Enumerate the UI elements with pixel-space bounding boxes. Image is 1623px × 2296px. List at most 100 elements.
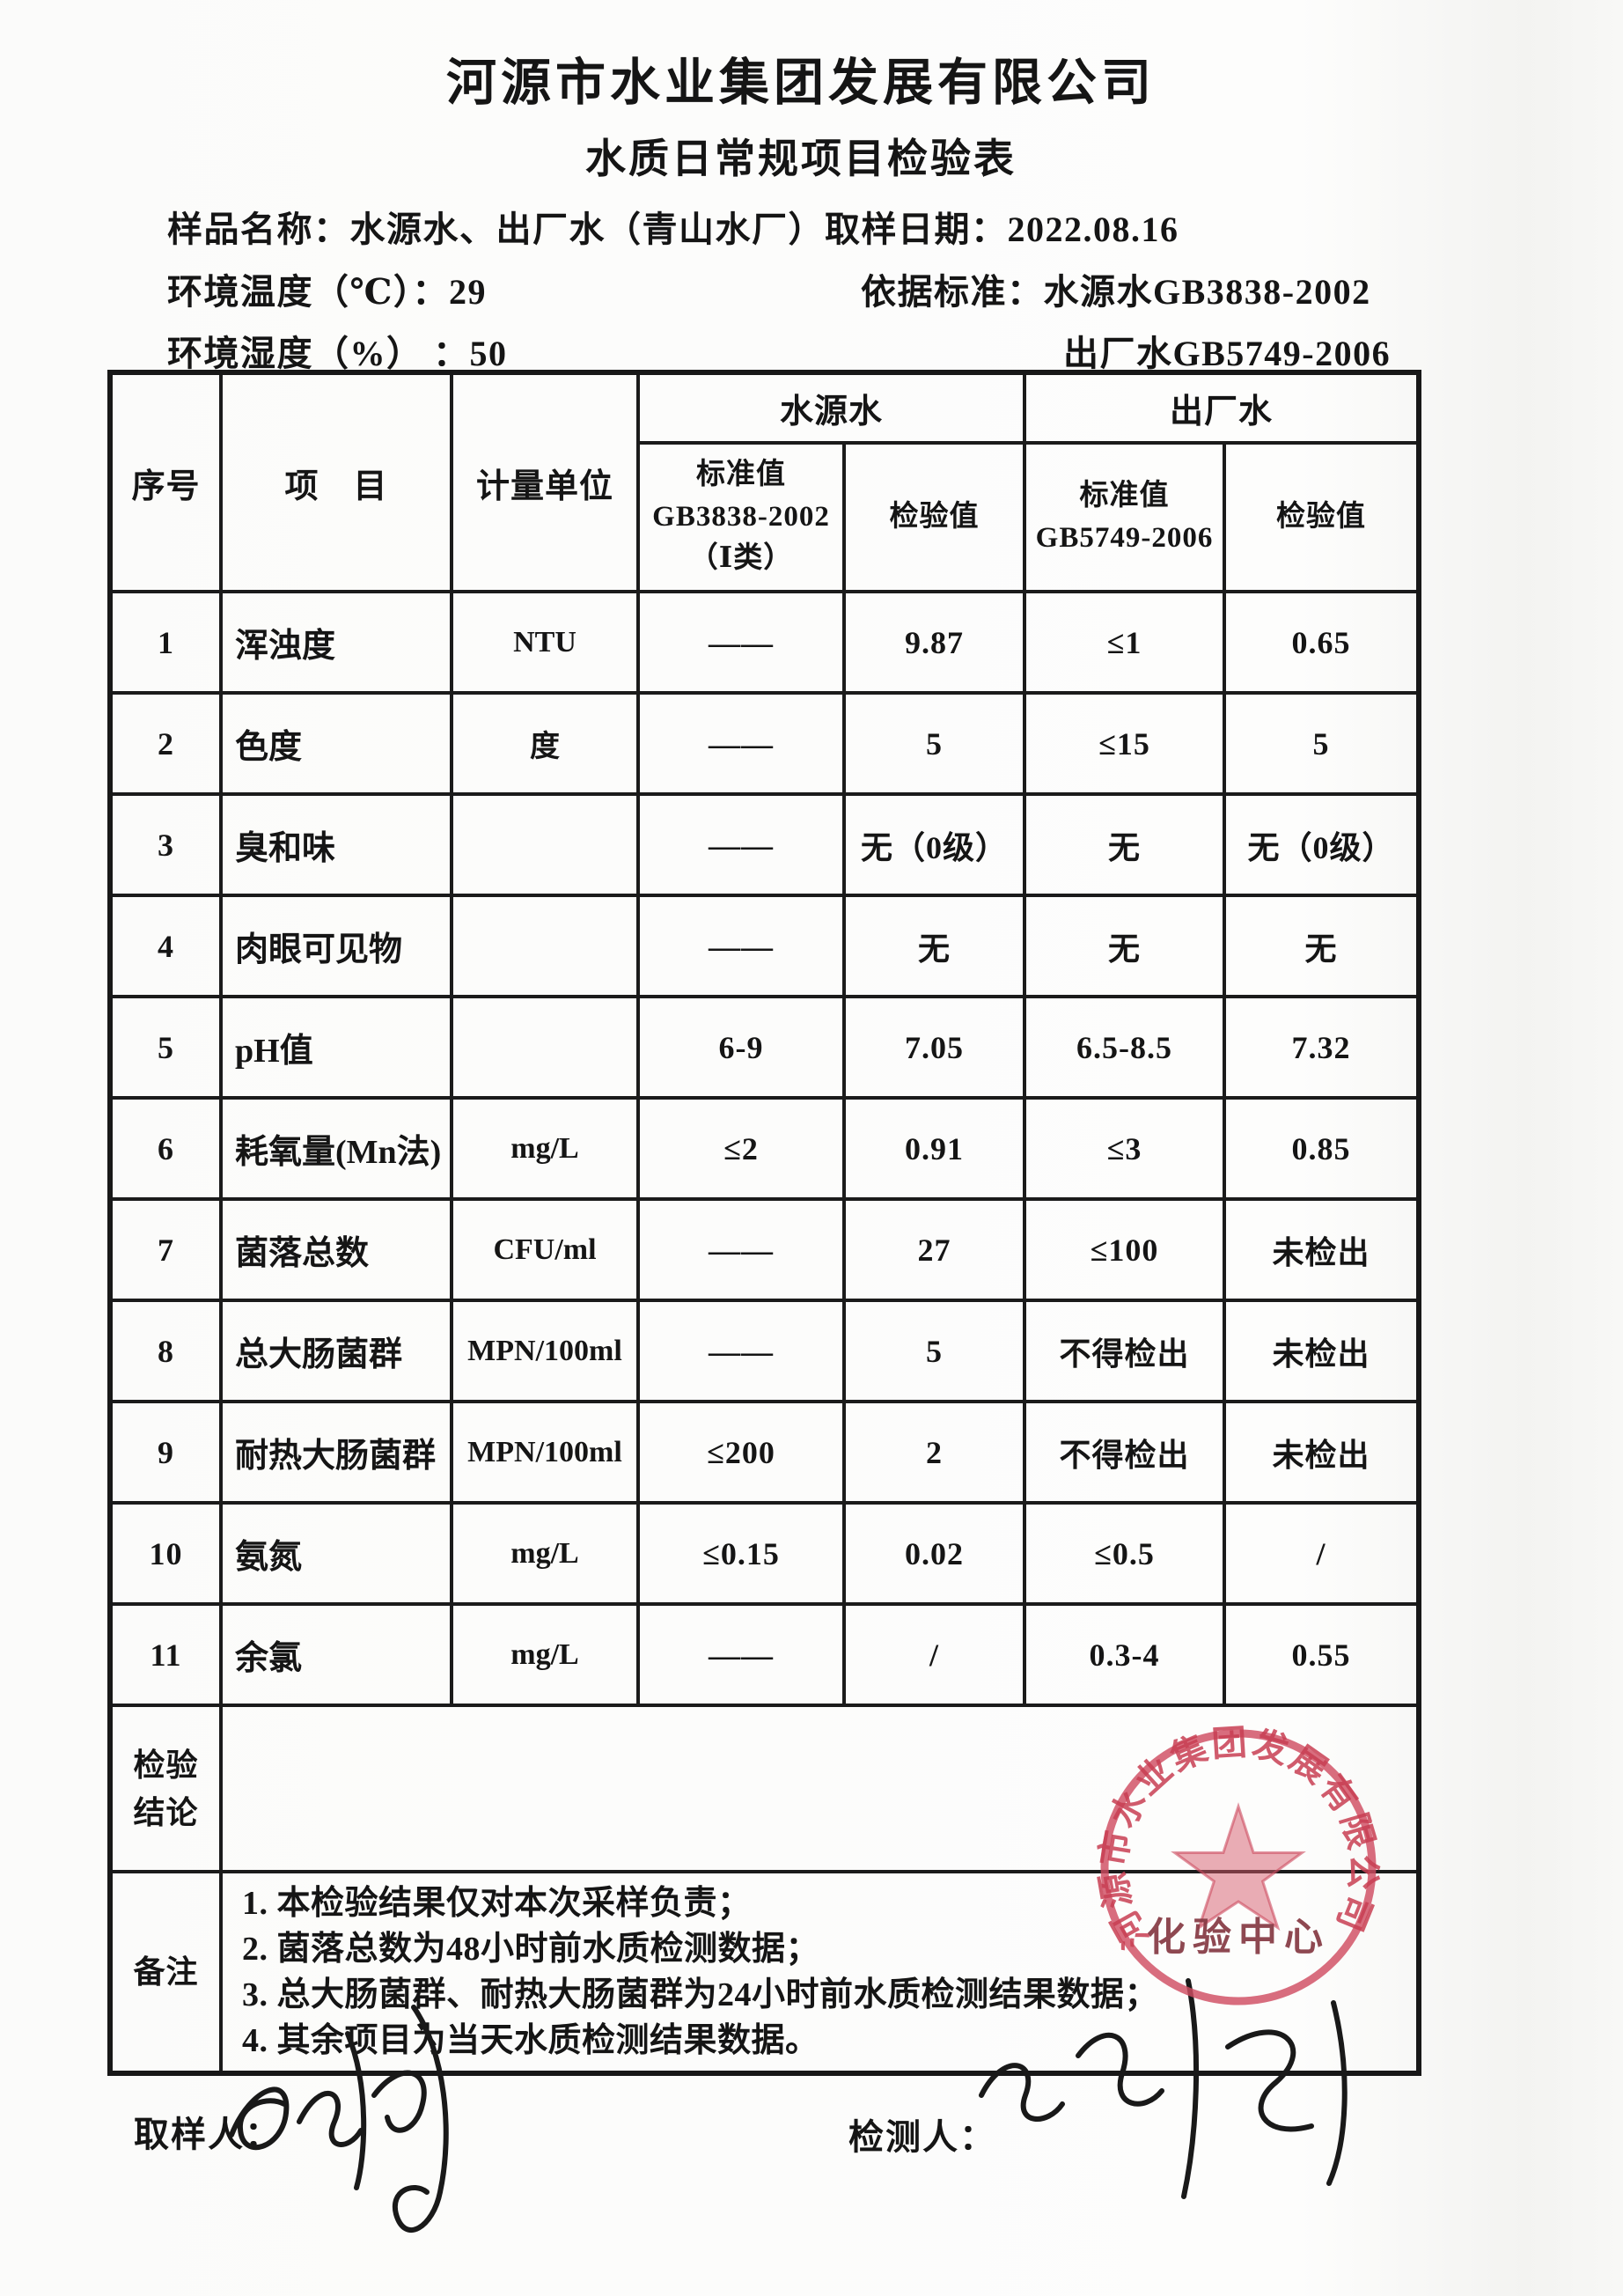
- standard-source-value: 水源水GB3838-2002: [1043, 272, 1371, 312]
- remark-line: 2. 菌落总数为48小时前水质检测数据；: [242, 1931, 820, 1968]
- table-cell: ≤0.5: [1023, 1501, 1227, 1606]
- table-cell: 2: [108, 691, 223, 796]
- table-cell: 27: [841, 1197, 1027, 1302]
- table-cell: 未检出: [1223, 1400, 1421, 1505]
- tester-signature: [964, 1950, 1377, 2214]
- table-cell: 无: [1023, 894, 1227, 998]
- table-cell: 8: [108, 1299, 223, 1403]
- standard-line-finished: 出厂水GB5749-2006: [1063, 325, 1391, 376]
- table-cell: mg/L: [450, 1602, 640, 1707]
- table-cell: 耐热大肠菌群: [219, 1400, 453, 1505]
- env-humidity-line: 环境湿度（%） ：50: [167, 325, 508, 376]
- table-cell: 臭和味: [219, 792, 453, 897]
- table-cell: ——: [636, 1299, 846, 1403]
- table-cell: mg/L: [450, 1501, 640, 1606]
- table-cell: MPN/100ml: [450, 1400, 640, 1505]
- table-cell: 不得检出: [1023, 1400, 1227, 1505]
- table-cell: 3: [108, 792, 223, 897]
- remark-line: 1. 本检验结果仅对本次采样负责；: [242, 1885, 752, 1922]
- table-cell: 11: [108, 1602, 223, 1707]
- header-source-water: 水源水: [635, 371, 1027, 445]
- remark-line: 3. 总大肠菌群、耐热大肠菌群为24小时前水质检测结果数据；: [242, 1976, 1159, 2013]
- table-row: 3 臭和味 —— 无（0级）无无（0级）: [108, 792, 1421, 897]
- header-source-standard: 标准值 GB3838-2002 （Ⅰ类）: [636, 441, 846, 593]
- table-row: 1 浑浊度 NTU —— 9.87 ≤1 0.65: [108, 590, 1421, 695]
- header-finished-value: 检验值: [1223, 441, 1421, 593]
- env-humidity-label: 环境湿度（%） ：: [167, 334, 470, 373]
- seal-star-icon: [1171, 1802, 1306, 1932]
- table-cell: ≤100: [1023, 1197, 1227, 1302]
- table-row: 7 菌落总数 CFU/ml —— 27 ≤100 未检出: [108, 1197, 1421, 1302]
- sampling-date-value: 2022.08.16: [1007, 210, 1179, 249]
- table-cell: 6: [108, 1096, 223, 1201]
- table-cell: ——: [636, 1197, 846, 1302]
- table-cell: 6-9: [636, 995, 846, 1100]
- table-cell: MPN/100ml: [450, 1299, 640, 1403]
- table-cell: 肉眼可见物: [219, 894, 453, 998]
- table-row: 9 耐热大肠菌群 MPN/100ml ≤200 2 不得检出 未检出: [108, 1400, 1421, 1505]
- table-cell: 耗氧量(Mn法): [219, 1096, 453, 1201]
- tester-label: 检测人：: [848, 2117, 996, 2157]
- seal-center-text: 化验中心: [1147, 1916, 1330, 1959]
- table-cell: ≤0.15: [636, 1501, 846, 1606]
- table-cell: 色度: [219, 691, 453, 796]
- table-cell: 0.85: [1223, 1096, 1421, 1201]
- table-cell: ——: [636, 691, 846, 796]
- table-cell: 未检出: [1223, 1299, 1421, 1403]
- table-cell: ≤15: [1023, 691, 1227, 796]
- table-cell: 无: [1023, 792, 1227, 897]
- table-cell: ≤200: [636, 1400, 846, 1505]
- table-cell: ——: [636, 590, 846, 695]
- standard-label: 依据标准：: [861, 272, 1044, 312]
- table-header: 序号 项 目 计量单位 水源水 出厂水 标准值 GB3838-2002 （Ⅰ类）…: [108, 371, 1421, 593]
- header-item: 项 目: [219, 371, 453, 593]
- header-source-value: 检验值: [841, 441, 1027, 593]
- standard-line-source: 依据标准：水源水GB3838-2002: [861, 263, 1371, 314]
- table-cell: [450, 792, 640, 897]
- table-cell: 9.87: [841, 590, 1027, 695]
- table-row: 5 pH值 6-9 7.05 6.5-8.5 7.32: [108, 995, 1421, 1100]
- table-cell: 7: [108, 1197, 223, 1302]
- table-cell: CFU/ml: [450, 1197, 640, 1302]
- table-cell: 5: [841, 1299, 1027, 1403]
- table-cell: ≤3: [1023, 1096, 1227, 1201]
- table-row: 8 总大肠菌群 MPN/100ml —— 5 不得检出 未检出: [108, 1299, 1421, 1403]
- table-cell: /: [841, 1602, 1027, 1707]
- sampling-date-label: 取样日期：: [825, 210, 1008, 249]
- table-cell: 4: [108, 894, 223, 998]
- header-no: 序号: [108, 371, 223, 593]
- table-cell: 7.05: [841, 995, 1027, 1100]
- table-cell: 5: [108, 995, 223, 1100]
- table-cell: ——: [636, 1602, 846, 1707]
- table-cell: 浑浊度: [219, 590, 453, 695]
- table-cell: 0.91: [841, 1096, 1027, 1201]
- table-cell: 5: [841, 691, 1027, 796]
- header-finished-water: 出厂水: [1023, 371, 1421, 445]
- sample-name-line: 样品名称：水源水、出厂水（青山水厂）取样日期：2022.08.16: [167, 201, 1179, 252]
- table-row: 4 肉眼可见物 —— 无无无: [108, 894, 1421, 998]
- table-row: 2 色度度 —— 5 ≤15 5: [108, 691, 1421, 796]
- table-cell: 菌落总数: [219, 1197, 453, 1302]
- table-cell: 未检出: [1223, 1197, 1421, 1302]
- table-cell: 余氯: [219, 1602, 453, 1707]
- table-cell: mg/L: [450, 1096, 640, 1201]
- table-body: 1 浑浊度 NTU —— 9.87 ≤1 0.65 2 色度度 —— 5 ≤15 5 3 臭和味 —— 无（0级…: [108, 590, 1421, 1707]
- table-cell: pH值: [219, 995, 453, 1100]
- table-cell: [450, 894, 640, 998]
- page-subtitle: 水质日常规项目检验表: [585, 136, 1017, 181]
- table-cell: 9: [108, 1400, 223, 1505]
- table-cell: 度: [450, 691, 640, 796]
- table-cell: ——: [636, 792, 846, 897]
- table-row: 10 氨氮 mg/L ≤0.15 0.02 ≤0.5/: [108, 1501, 1421, 1606]
- sampler-signature: [216, 1981, 480, 2254]
- conclusion-label: 检验 结论: [108, 1704, 223, 1873]
- table-cell: 无（0级）: [841, 792, 1027, 897]
- table-cell: 2: [841, 1400, 1027, 1505]
- table-row: 11 余氯 mg/L ——/0.3-4 0.55: [108, 1602, 1421, 1707]
- table-cell: 1: [108, 590, 223, 695]
- table-cell: 5: [1223, 691, 1421, 796]
- table-cell: 0.3-4: [1023, 1602, 1227, 1707]
- table-cell: 10: [108, 1501, 223, 1606]
- table-cell: 无: [841, 894, 1027, 998]
- env-temp-value: 29: [448, 272, 487, 312]
